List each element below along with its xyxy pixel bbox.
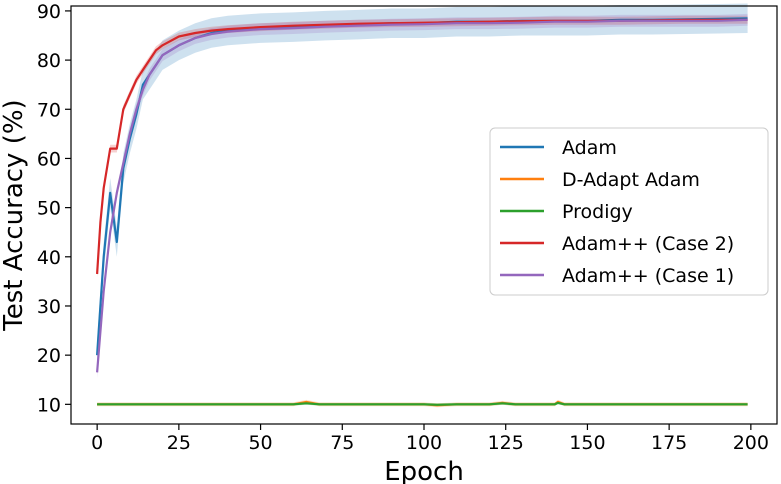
series-lines	[96, 17, 748, 407]
line-series-2	[97, 401, 748, 406]
legend-items: Adam D-Adapt Adam Prodigy Adam++ (Case 2) Ad…	[500, 137, 734, 287]
y-axis-title: Test Accuracy (%)	[0, 99, 29, 331]
y-tick-label: 40	[37, 247, 61, 269]
legend-box	[489, 127, 769, 296]
x-tick-label: 175	[651, 432, 687, 454]
y-axis-ticks: 10 20 30 40 50 60 70 80 90	[37, 1, 71, 416]
x-tick-label: 0	[91, 432, 103, 454]
x-tick-label: 150	[569, 432, 605, 454]
y-tick-label: 60	[37, 148, 61, 170]
line-series-4	[96, 18, 748, 373]
band-series-3	[97, 15, 748, 278]
legend: Adam D-Adapt Adam Prodigy Adam++ (Case 2) Ad…	[489, 127, 769, 296]
y-tick-label: 90	[37, 1, 61, 23]
x-tick-label: 75	[330, 432, 354, 454]
legend-label-4: Adam++ (Case 1)	[562, 265, 734, 287]
legend-label-0: Adam	[562, 137, 617, 159]
band-series-4	[97, 13, 748, 379]
x-axis-title: Epoch	[384, 457, 464, 484]
x-tick-label: 100	[406, 432, 442, 454]
y-tick-label: 70	[37, 99, 61, 121]
y-tick-label: 20	[37, 345, 61, 367]
y-tick-label: 30	[37, 296, 61, 318]
x-axis-ticks: 0 25 50 75 100 125 150 175 200	[91, 424, 769, 454]
legend-label-1: D-Adapt Adam	[562, 169, 700, 191]
legend-label-2: Prodigy	[562, 201, 633, 223]
x-tick-label: 25	[167, 432, 191, 454]
y-tick-label: 10	[37, 394, 61, 416]
y-tick-label: 50	[37, 198, 61, 220]
x-tick-label: 50	[248, 432, 272, 454]
legend-label-3: Adam++ (Case 2)	[562, 233, 734, 255]
x-tick-label: 200	[733, 432, 769, 454]
x-tick-label: 125	[488, 432, 524, 454]
y-tick-label: 80	[37, 50, 61, 72]
